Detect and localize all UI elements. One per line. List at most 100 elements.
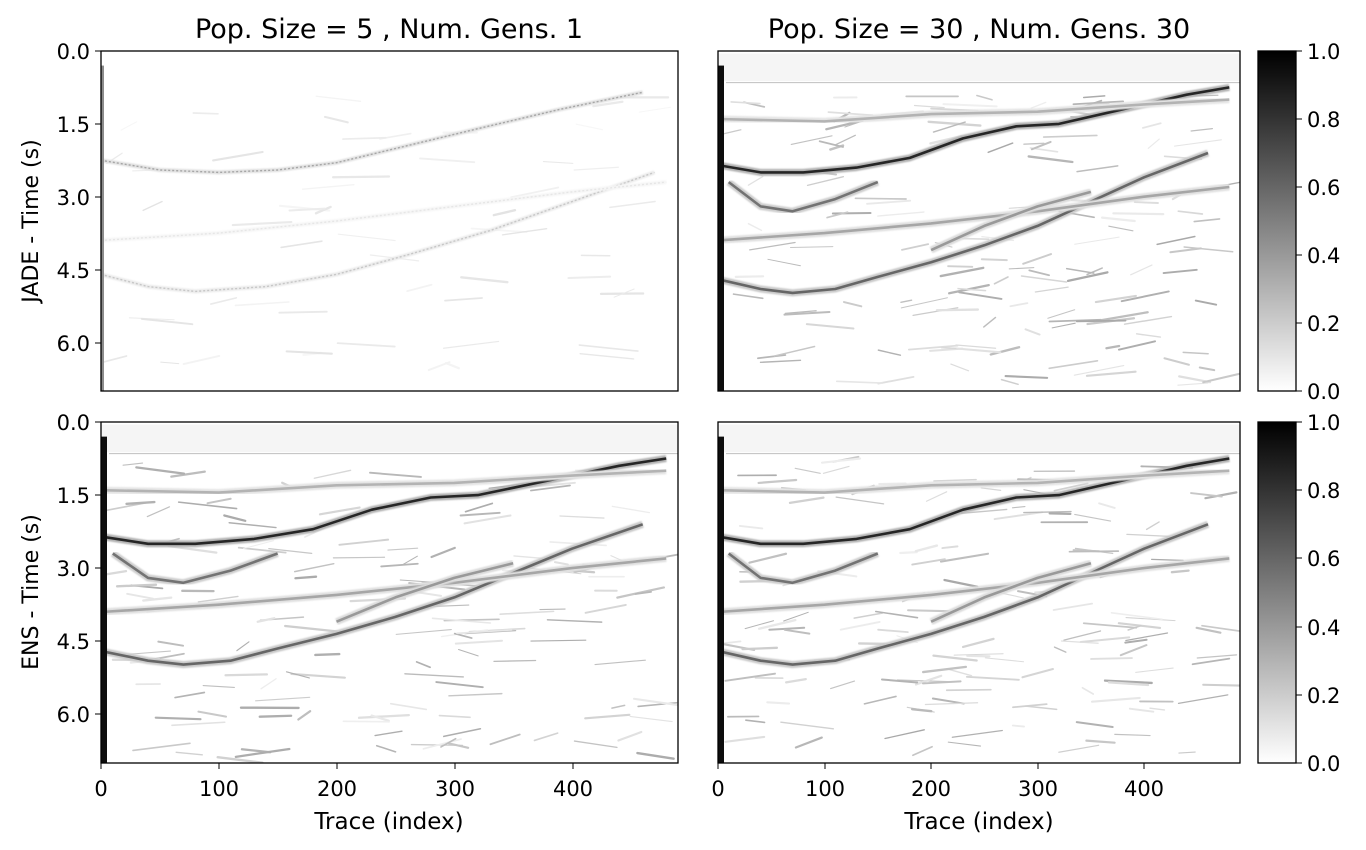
colorbar-top: 0.0 0.2 0.4 0.6 0.8 1.0 (1257, 40, 1340, 404)
texture-streak (1177, 210, 1204, 215)
texture-streak (578, 344, 639, 352)
texture-streak (907, 609, 950, 613)
texture-streak (210, 297, 238, 305)
texture-streak (1027, 155, 1074, 164)
texture-streak (1066, 271, 1109, 283)
texture-streak (613, 288, 635, 298)
texture-streak (128, 317, 175, 321)
texture-streak (955, 344, 997, 349)
texture-streak (594, 659, 646, 666)
texture-streak (323, 115, 349, 124)
texture-streak (953, 653, 1004, 656)
texture-streak (285, 671, 310, 679)
texture-streak (135, 466, 186, 475)
plot-area (101, 65, 672, 391)
texture-streak (553, 561, 569, 566)
colorbar-gradient (1257, 421, 1297, 764)
y-tick-label: 3.0 (57, 557, 90, 581)
texture-streak (260, 678, 277, 690)
texture-streak (1135, 333, 1162, 338)
edge-trace-strip (101, 436, 107, 763)
plot-area (718, 424, 1240, 763)
texture-streak (573, 166, 620, 171)
texture-streak (212, 150, 264, 162)
texture-streak (454, 639, 503, 645)
texture-streak (115, 583, 158, 588)
texture-streak (1202, 683, 1240, 687)
texture-streak (794, 736, 823, 749)
edge-trace-strip (718, 65, 724, 391)
texture-streak (1090, 657, 1133, 660)
texture-streak (948, 668, 973, 677)
x-tick-label: 200 (911, 777, 951, 801)
colorbar-ticks: 0.0 0.2 0.4 0.6 0.8 1.0 (1296, 411, 1340, 776)
reflector-curve (718, 98, 1230, 123)
texture-streak (853, 612, 883, 619)
texture-streak (941, 545, 959, 550)
texture-streak (1081, 686, 1095, 695)
texture-streak (950, 363, 970, 372)
texture-streak (559, 515, 605, 519)
texture-streak (790, 135, 833, 145)
colorbar-tick-label: 0.8 (1307, 108, 1340, 132)
texture-streak (1178, 751, 1196, 754)
texture-streak (422, 738, 462, 750)
texture-streak (332, 556, 386, 559)
texture-streak (579, 353, 635, 360)
texture-streak (288, 207, 326, 212)
texture-streak (125, 500, 156, 506)
texture-streak (1074, 513, 1112, 522)
texture-streak (1051, 322, 1076, 329)
texture-streak (741, 646, 779, 651)
texture-streak (783, 628, 811, 635)
texture-streak (243, 540, 274, 550)
x-axis: 0 100 200 300 400 Trace (index) (711, 763, 1164, 835)
texture-streak (914, 544, 939, 553)
x-axis: 0 100 200 300 400 Trace (index) (94, 763, 593, 835)
texture-streak (453, 632, 473, 639)
texture-streak (1123, 315, 1173, 325)
texture-streak (939, 266, 985, 278)
texture-streak (255, 696, 311, 702)
reflector-curve (101, 91, 643, 174)
texture-streak (375, 744, 397, 753)
texture-streak (839, 621, 881, 631)
texture-streak (444, 297, 483, 302)
reflector-curve (101, 181, 667, 242)
texture-streak (955, 347, 1002, 354)
panel-title: Pop. Size = 5 , Num. Gens. 1 (195, 14, 583, 45)
texture-streak (863, 695, 897, 705)
texture-streak (1074, 236, 1120, 245)
colorbar-tick-label: 0.4 (1307, 244, 1340, 268)
texture-streak (575, 123, 604, 131)
texture-streak (331, 175, 391, 179)
texture-streak (961, 237, 990, 240)
texture-streak (430, 546, 456, 559)
texture-streak (1082, 622, 1138, 629)
texture-streak (1173, 139, 1222, 147)
texture-streak (1182, 351, 1209, 355)
texture-streak (228, 522, 277, 529)
texture-streak (1133, 201, 1159, 204)
texture-streak (984, 657, 1025, 663)
texture-streak (1028, 269, 1050, 277)
texture-streak (342, 136, 387, 140)
texture-streak (632, 697, 678, 706)
texture-streak (784, 310, 817, 314)
texture-streak (294, 575, 318, 580)
texture-streak (338, 538, 390, 546)
texture-streak (748, 552, 788, 564)
texture-streak (738, 525, 764, 530)
texture-streak (925, 491, 948, 502)
texture-streak (749, 241, 796, 251)
texture-streak (369, 471, 422, 478)
texture-streak (1135, 667, 1174, 673)
texture-streak (835, 134, 856, 146)
texture-streak (438, 714, 471, 719)
texture-streak (947, 741, 982, 747)
texture-streak (900, 297, 948, 309)
texture-streak (989, 346, 1021, 356)
texture-streak (1023, 142, 1045, 145)
texture-streak (231, 221, 293, 227)
texture-streak (380, 562, 419, 568)
